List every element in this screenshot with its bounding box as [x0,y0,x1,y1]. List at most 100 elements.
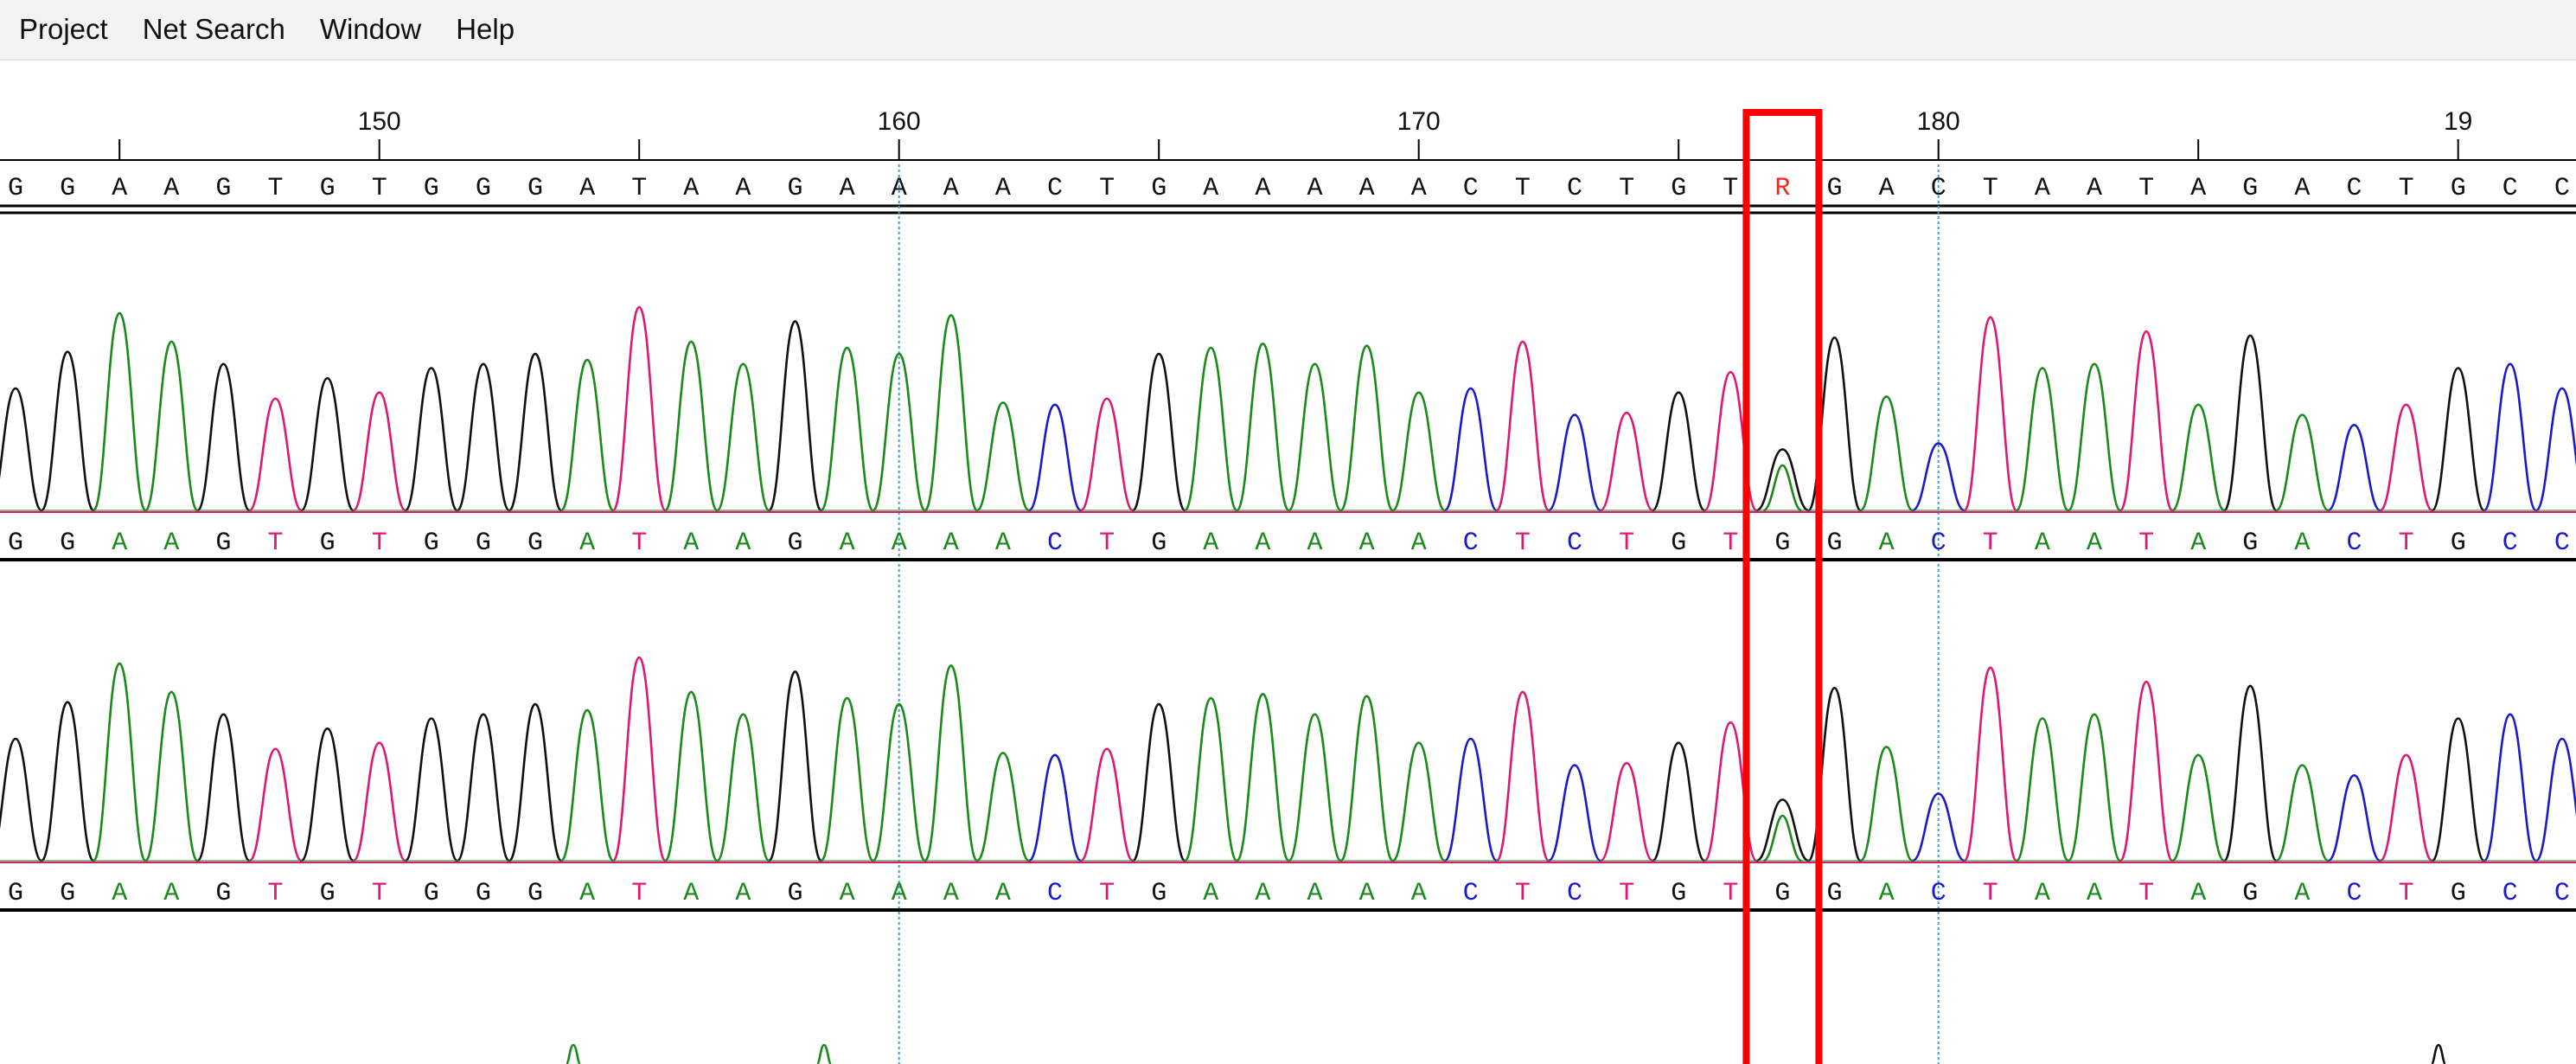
read-base: G [60,879,75,908]
trace-peak [1859,746,1914,862]
highlight-box [1742,109,1823,1064]
trace-peak [976,401,1030,512]
menu-bar: Project Net Search Window Help [0,0,2576,61]
read-base: T [267,879,283,908]
read-base: C [1567,879,1582,908]
read-base: G [1151,879,1167,908]
trace-peak [1963,666,2018,862]
consensus-base: T [1099,174,1115,203]
trace-peak [2275,413,2330,512]
read-base: A [943,529,959,558]
trace-peak [716,362,770,512]
trace-peak [2327,423,2381,512]
trace-peak [1912,442,1966,512]
read-base: A [995,879,1011,908]
consensus-base: A [2294,174,2310,203]
trace-peak [1236,692,1290,862]
trace-peak [872,352,926,512]
read-base: T [1099,529,1115,558]
chromatogram-viewer[interactable]: 150 160 170 180 19 G G A A G T G T G G G A T A A G A A A A C T G A A A… [0,61,2576,1064]
read-base: A [2035,529,2050,558]
trace-peak [768,670,822,862]
read-base: A [1359,879,1375,908]
ruler-label: 160 [878,107,921,136]
trace-peak [2067,713,2122,862]
read-base: G [527,879,543,908]
consensus-base: A [579,174,595,203]
read-base: A [995,529,1011,558]
consensus-base: G [527,174,543,203]
menu-project[interactable]: Project [19,13,108,45]
trace-peak [976,752,1030,862]
trace-peak [1028,403,1082,512]
trace-peak [2431,367,2485,512]
trace-peak [1548,764,1601,862]
ruler-label: 170 [1397,107,1441,136]
menu-window[interactable]: Window [319,13,422,45]
trace-peak [1288,362,1342,512]
trace-peak [92,311,147,512]
read-base: A [1411,529,1427,558]
menu-help[interactable]: Help [456,13,515,45]
read-base: A [163,529,179,558]
read-base: G [1671,529,1686,558]
consensus-base: C [2554,174,2570,203]
trace-peak [144,340,199,512]
consensus-base: A [2087,174,2102,203]
read-base: G [2451,529,2466,558]
consensus-base: A [2190,174,2206,203]
menu-net-search[interactable]: Net Search [142,13,285,45]
trace-peak [2327,773,2381,862]
read-base: G [476,879,491,908]
read-base: G [2242,529,2258,558]
read-base: T [1515,529,1531,558]
trace-peak [2379,403,2433,512]
trace-peak [2171,753,2225,862]
trace-peak [1600,411,1653,512]
consensus-base: G [1151,174,1167,203]
consensus-base: G [1826,174,1842,203]
read-base: T [1515,879,1531,908]
consensus-base: A [163,174,179,203]
trace-peak [1288,713,1342,862]
trace-peak [2119,330,2174,512]
trace-peak [2015,367,2070,512]
consensus-base: R [1774,174,1790,203]
trace-peak [1755,448,1809,512]
read-base: G [527,529,543,558]
trace-peak [2223,334,2278,512]
read-base: G [1671,879,1686,908]
read-base: T [372,879,387,908]
read-base: A [1255,529,1270,558]
trace-peak [352,391,406,512]
trace-peak [196,362,251,512]
consensus-base: G [215,174,231,203]
read-base: C [1463,529,1479,558]
trace-peak [508,352,563,512]
read-base: G [476,529,491,558]
trace-peak [1651,741,1706,862]
trace-peak [716,713,770,862]
ruler-label: 150 [358,107,401,136]
trace-peak [2223,684,2278,862]
consensus-base: A [112,174,127,203]
trace-peak [1495,340,1550,512]
consensus-base: T [2399,174,2414,203]
trace-peak [1131,702,1186,862]
read-base: T [1619,529,1634,558]
trace-peak [352,741,406,862]
trace-peak [456,362,511,512]
consensus-base: G [8,174,23,203]
read-base: A [163,879,179,908]
consensus-base: A [892,174,907,203]
trace-peak [1391,391,1446,512]
trace-peak [456,713,511,862]
trace-peak [1028,753,1082,862]
trace-peak [1184,696,1238,862]
trace-peak [1339,344,1394,512]
trace-peak [611,656,667,862]
trace-peak [1755,798,1809,862]
trace-peak [1600,761,1653,862]
consensus-base: A [995,174,1011,203]
read-base: A [579,879,595,908]
